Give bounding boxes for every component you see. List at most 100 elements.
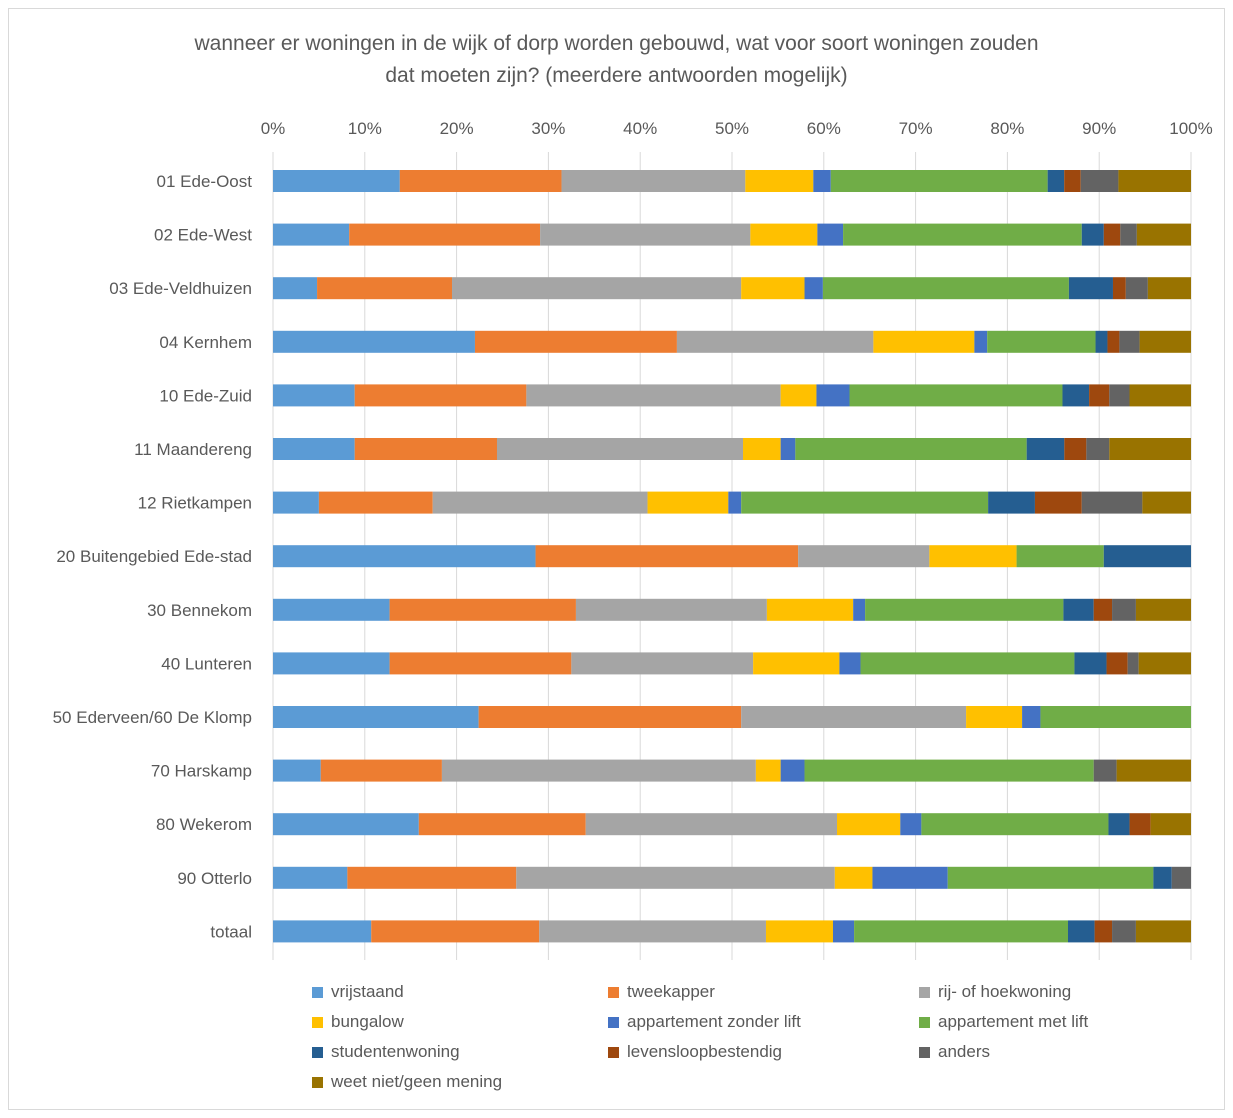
bar-segment [1094,920,1113,943]
legend-item: levensloopbestendig [608,1042,782,1062]
bar-segment [1127,652,1139,675]
x-tick-label: 80% [990,119,1024,138]
x-tick-label: 90% [1082,119,1116,138]
bar-segment [1103,545,1191,568]
bar-segment [496,438,744,460]
bar-segment [273,223,350,246]
bar-segment [1022,706,1041,728]
bar-segment [516,866,835,889]
bar-segment [817,223,844,246]
bar-segment [1095,330,1108,353]
legend-label: appartement met lift [938,1012,1089,1031]
bar-segment [1086,438,1110,460]
legend-swatch [608,1016,619,1028]
bar-segment [873,330,975,353]
legend-label: vrijstaand [331,982,404,1001]
bar-segment [585,813,838,836]
bar-segment [571,652,754,675]
bar-segment [535,545,799,568]
bar-segment [804,277,823,300]
bar-segment [273,813,419,836]
bar-segment [1129,384,1191,407]
bar-segment [839,652,861,675]
chart-title-line-1: wanneer er woningen in de wijk of dorp w… [194,32,1039,55]
bar-segment [780,438,796,460]
bar-segment [676,330,874,353]
bar-segment [728,491,742,514]
bar-segment [1068,277,1113,300]
legend-label: anders [938,1042,990,1061]
legend-label: rij- of hoekwoning [938,982,1072,1001]
bar-segment [273,920,372,943]
bar-segment [273,598,390,621]
bar-segment [1135,920,1191,943]
x-tick-label: 50% [715,119,749,138]
bar-segment [1120,223,1137,246]
bar-segment [273,491,319,514]
bar-segment [753,652,840,675]
bar-segment [1063,598,1094,621]
bar-segment [432,491,648,514]
x-tick-label: 30% [531,119,565,138]
bar-segment [1153,866,1172,889]
bar-segment [273,706,479,728]
bar-segment [1136,223,1191,246]
bar-segment [1119,330,1140,353]
legend-swatch [919,1046,930,1058]
legend-item: bungalow [312,1012,404,1032]
category-label: 03 Ede-Veldhuizen [109,279,252,298]
bar-segment [849,384,1063,407]
bar-segment [1080,170,1119,192]
legend-label: bungalow [331,1012,404,1031]
bar-segment [745,170,814,192]
category-label: totaal [210,922,252,941]
bar-segment [865,598,1064,621]
legend-item: vrijstaand [312,982,404,1002]
bar-segment [966,706,1023,728]
legend-swatch [312,1046,323,1058]
legend-swatch [919,1016,930,1028]
bar-segment [830,170,1048,192]
bar-segment [974,330,988,353]
bar-segment [947,866,1154,889]
bar-segment [1093,598,1113,621]
bar-segment [452,277,742,300]
bar-segment [318,491,433,514]
category-label: 20 Buitengebied Ede-stad [56,547,252,566]
bar-segment [780,384,817,407]
bar-segment [1112,277,1126,300]
category-label: 11 Maandereng [134,440,252,459]
x-tick-label: 100% [1169,119,1212,138]
bar-segment [860,652,1075,675]
category-label: 80 Wekerom [156,815,252,834]
bar-segment [1147,277,1191,300]
x-tick-label: 40% [623,119,657,138]
bar-segment [741,491,989,514]
bar-segment [1016,545,1104,568]
bar-segment [843,223,1082,246]
bar-segment [1106,652,1128,675]
legend-swatch [919,986,930,998]
bar-segment [832,920,855,943]
bar-segment [900,813,922,836]
bar-segment [354,438,497,460]
legend-label: weet niet/geen mening [331,1072,503,1091]
bar-segment [273,438,355,460]
x-tick-label: 60% [807,119,841,138]
bar-segment [1116,759,1191,782]
bar-segment [798,545,930,568]
legend-item: weet niet/geen mening [312,1072,502,1092]
bar-segment [1139,330,1191,353]
bar-segment [816,384,850,407]
bar-segment [1040,706,1191,728]
bar-segment [988,491,1035,514]
legend-label: levensloopbestendig [627,1042,783,1061]
bar-segment [1081,491,1143,514]
bar-segment [354,384,527,407]
bar-segment [741,277,805,300]
bar-segment [1093,759,1117,782]
bar-segment [1062,384,1090,407]
bar-segment [834,866,873,889]
category-label: 70 Harskamp [151,762,252,781]
